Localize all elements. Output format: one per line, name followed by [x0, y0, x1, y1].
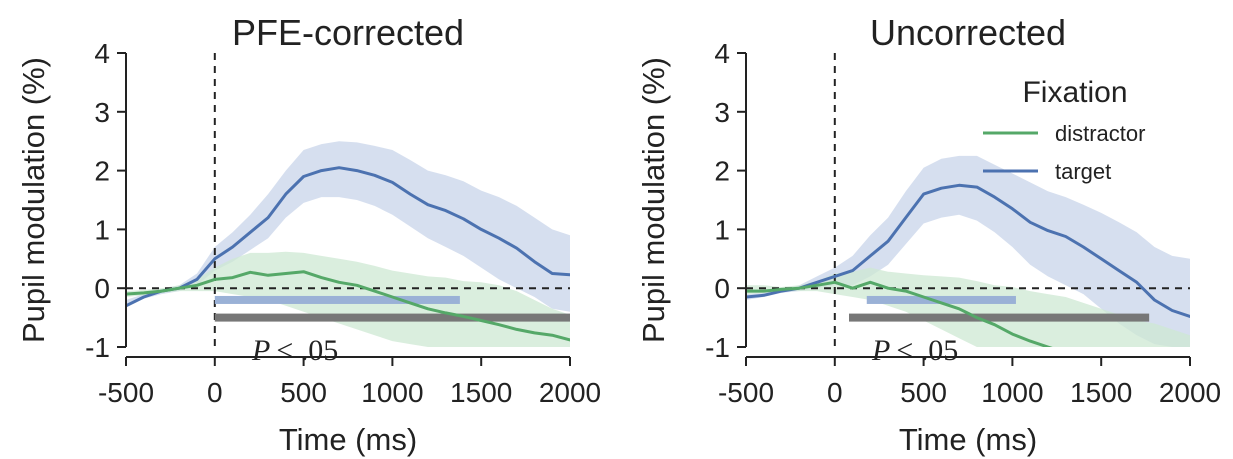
legend: Fixation distractor target [983, 76, 1145, 184]
legend-title: Fixation [1022, 76, 1127, 109]
legend-label-target: target [1055, 159, 1111, 184]
y-tick-label: 3 [714, 97, 730, 128]
x-tick-label: 1500 [450, 377, 512, 408]
y-tick-label: 1 [714, 214, 730, 245]
y-tick-label: 4 [714, 38, 730, 69]
chart-title: Uncorrected [870, 12, 1066, 53]
x-tick-label: -500 [718, 377, 774, 408]
p-threshold: < .05 [276, 334, 338, 367]
significance-annotation: P < .05 [251, 334, 338, 367]
significance-bars [849, 295, 1150, 322]
significance-bar-0 [214, 295, 460, 304]
y-tick-label: 0 [714, 273, 730, 304]
series-lines [746, 183, 1190, 347]
line-target [746, 183, 1190, 318]
x-axis-label: Time (ms) [279, 422, 417, 457]
x-tick-label: 1500 [1070, 377, 1132, 408]
reference-lines [746, 53, 1190, 347]
significance-bar-0 [866, 295, 1016, 304]
y-axis-label: Pupil modulation (%) [16, 57, 51, 343]
x-tick-label: 0 [827, 377, 843, 408]
y-tick-label: 2 [714, 156, 730, 187]
x-tick-label: 500 [900, 377, 947, 408]
p-threshold: < .05 [896, 334, 958, 367]
x-tick-label: -500 [98, 377, 154, 408]
y-tick-label: 2 [94, 156, 110, 187]
p-symbol: P [871, 334, 890, 367]
chart-title: PFE-corrected [232, 12, 464, 53]
x-tick-label: 0 [207, 377, 223, 408]
x-tick-label: 500 [280, 377, 327, 408]
line-distractor [746, 280, 1053, 347]
significance-bars [214, 295, 571, 322]
x-tick-label: 1000 [981, 377, 1043, 408]
line-target [126, 166, 570, 308]
series-lines [126, 166, 570, 342]
significance-annotation: P < .05 [871, 334, 958, 367]
y-tick-label: -1 [705, 332, 730, 363]
y-tick-label: 1 [94, 214, 110, 245]
y-tick-label: 3 [94, 97, 110, 128]
significance-bar-1 [214, 313, 571, 322]
y-tick-label: 0 [94, 273, 110, 304]
band-target [126, 141, 570, 312]
significance-bar-1 [849, 313, 1150, 322]
x-tick-label: 1000 [361, 377, 423, 408]
line-distractor [126, 270, 570, 342]
y-axis-label: Pupil modulation (%) [636, 57, 671, 343]
y-tick-label: -1 [85, 332, 110, 363]
legend-label-distractor: distractor [1055, 121, 1145, 146]
x-axis-label: Time (ms) [899, 422, 1037, 457]
y-tick-label: 4 [94, 38, 110, 69]
band-target [746, 155, 1190, 347]
p-symbol: P [251, 334, 270, 367]
x-tick-label: 2000 [539, 377, 601, 408]
x-tick-label: 2000 [1159, 377, 1221, 408]
panel-pfe-corrected: PFE-corrected -1 0 1 2 3 4 -500 0 500 1000 1500 200… [16, 12, 601, 457]
axes: -1 0 1 2 3 4 -500 0 500 1000 1500 2000 [705, 38, 1221, 408]
axes: -1 0 1 2 3 4 -500 0 500 1000 1500 2000 [85, 38, 601, 408]
reference-lines [126, 53, 570, 347]
